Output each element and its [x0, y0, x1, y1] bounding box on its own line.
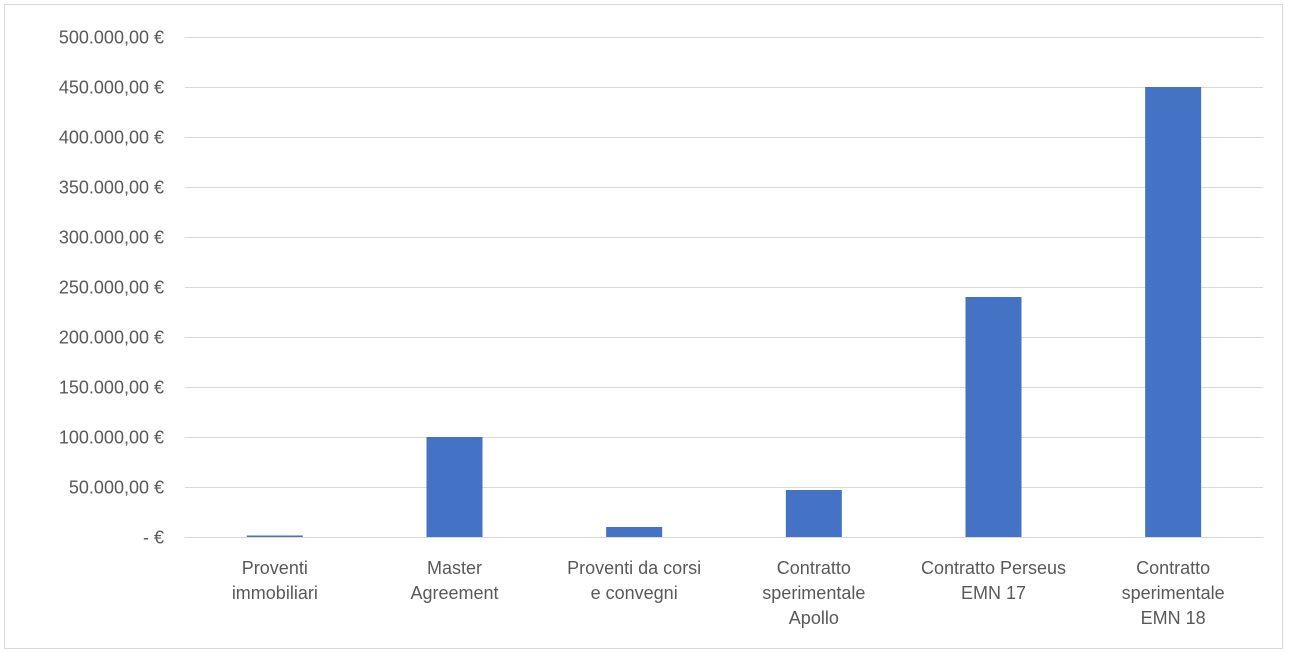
bar [246, 535, 303, 537]
gridlines [185, 37, 1263, 538]
y-tick-label: 200.000,00 € [59, 328, 164, 348]
y-tick-label: 150.000,00 € [59, 378, 164, 398]
x-tick-label: Contratto sperimentale Apollo [762, 558, 865, 628]
bar [965, 297, 1022, 537]
bar [426, 437, 483, 537]
y-tick-label: 250.000,00 € [59, 278, 164, 298]
y-tick-label: 300.000,00 € [59, 228, 164, 248]
y-axis-tick-labels: - € 50.000,00 € 100.000,00 € 150.000,00 € 20… [59, 28, 164, 548]
x-tick-label: Contratto Perseus EMN 17 [921, 558, 1066, 603]
x-tick-label: Contratto sperimentale EMN 18 [1122, 558, 1225, 628]
x-axis-tick-labels: Proventi immobiliari Master Agreement Proven… [232, 558, 1225, 628]
bars [246, 87, 1202, 537]
y-tick-label: 450.000,00 € [59, 78, 164, 98]
y-tick-label: - € [143, 528, 164, 548]
bar [606, 527, 663, 537]
x-tick-label: Proventi immobiliari [232, 558, 318, 603]
chart-frame [4, 4, 1283, 649]
y-tick-label: 400.000,00 € [59, 128, 164, 148]
bar [785, 490, 842, 537]
y-tick-label: 350.000,00 € [59, 178, 164, 198]
x-tick-label: Proventi da corsi e convegni [567, 558, 701, 603]
y-tick-label: 500.000,00 € [59, 28, 164, 48]
x-tick-label: Master Agreement [410, 558, 498, 603]
bar [1145, 87, 1202, 537]
y-tick-label: 50.000,00 € [69, 478, 164, 498]
y-tick-label: 100.000,00 € [59, 428, 164, 448]
